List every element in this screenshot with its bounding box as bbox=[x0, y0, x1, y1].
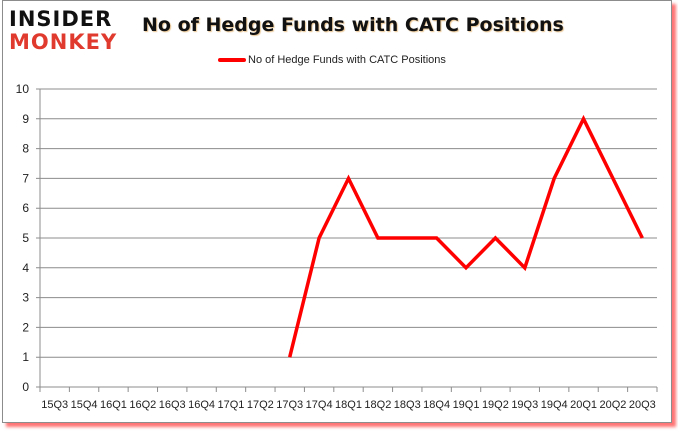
x-tick-label: 20Q3 bbox=[629, 399, 656, 411]
logo-line-2: MONKEY bbox=[9, 30, 118, 54]
legend-label: No of Hedge Funds with CATC Positions bbox=[248, 54, 446, 66]
x-tick-label: 20Q1 bbox=[570, 399, 597, 411]
x-tick-label: 18Q1 bbox=[335, 399, 362, 411]
y-tick-label: 6 bbox=[22, 201, 29, 215]
x-tick-label: 18Q3 bbox=[394, 399, 421, 411]
chart-title: No of Hedge Funds with CATC Positions bbox=[142, 14, 564, 36]
logo-line-1: INSIDER bbox=[9, 7, 113, 31]
x-tick-label: 16Q2 bbox=[129, 399, 156, 411]
x-tick-label: 20Q2 bbox=[599, 399, 626, 411]
y-tick-label: 3 bbox=[22, 291, 29, 305]
y-tick-label: 7 bbox=[22, 171, 29, 185]
x-tick-label: 17Q2 bbox=[247, 399, 274, 411]
x-tick-label: 16Q1 bbox=[100, 399, 127, 411]
x-tick-label: 15Q3 bbox=[41, 399, 68, 411]
x-tick-label: 16Q3 bbox=[159, 399, 186, 411]
x-tick-label: 18Q2 bbox=[364, 399, 391, 411]
x-tick-label: 19Q3 bbox=[511, 399, 538, 411]
y-tick-label: 2 bbox=[22, 320, 29, 334]
legend-line-swatch-icon bbox=[218, 58, 246, 62]
x-tick-label: 17Q3 bbox=[276, 399, 303, 411]
x-tick-label: 17Q1 bbox=[218, 399, 245, 411]
y-tick-label: 10 bbox=[16, 82, 30, 96]
x-tick-label: 19Q1 bbox=[453, 399, 480, 411]
y-tick-label: 8 bbox=[22, 142, 29, 156]
x-tick-label: 16Q4 bbox=[188, 399, 215, 411]
y-tick-label: 5 bbox=[22, 231, 29, 245]
x-tick-label: 17Q4 bbox=[306, 399, 333, 411]
y-tick-label: 1 bbox=[22, 350, 29, 364]
chart-frame bbox=[2, 0, 672, 423]
x-tick-label: 19Q2 bbox=[482, 399, 509, 411]
y-tick-label: 4 bbox=[22, 261, 29, 275]
series-line bbox=[288, 114, 644, 358]
y-tick-label: 0 bbox=[22, 380, 29, 394]
x-tick-label: 19Q4 bbox=[541, 399, 568, 411]
x-tick-label: 15Q4 bbox=[71, 399, 98, 411]
x-tick-label: 18Q4 bbox=[423, 399, 450, 411]
chart-legend: No of Hedge Funds with CATC Positions bbox=[218, 54, 446, 66]
y-tick-label: 9 bbox=[22, 112, 29, 126]
insider-monkey-logo: INSIDER MONKEY bbox=[9, 7, 127, 55]
